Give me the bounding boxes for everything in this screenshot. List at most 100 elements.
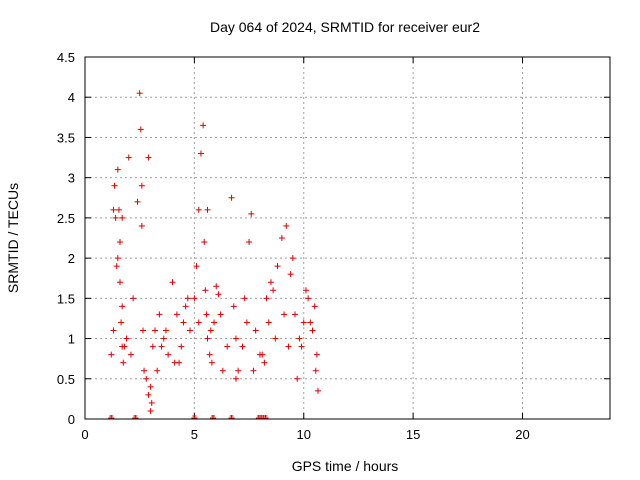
x-axis-label: GPS time / hours bbox=[292, 458, 399, 474]
data-point bbox=[232, 375, 239, 382]
y-axis-label: SRMTID / TECUs bbox=[5, 183, 21, 293]
data-point bbox=[224, 343, 231, 350]
data-point bbox=[217, 311, 224, 318]
data-point bbox=[215, 291, 222, 298]
data-point bbox=[156, 311, 163, 318]
data-point bbox=[294, 375, 301, 382]
data-point bbox=[191, 295, 198, 302]
data-point bbox=[300, 319, 307, 326]
y-tick-label: 0 bbox=[68, 412, 75, 427]
data-point bbox=[203, 311, 210, 318]
data-point bbox=[184, 295, 191, 302]
data-point bbox=[313, 351, 320, 358]
baseline-point bbox=[108, 415, 115, 419]
x-tick-label: 15 bbox=[406, 427, 420, 442]
x-tick-label: 5 bbox=[191, 427, 198, 442]
data-point bbox=[261, 359, 268, 366]
data-point bbox=[241, 295, 248, 302]
data-point bbox=[207, 327, 214, 334]
data-point bbox=[235, 367, 242, 374]
data-point bbox=[119, 303, 126, 310]
data-point bbox=[200, 122, 207, 129]
data-point bbox=[202, 287, 209, 294]
data-point bbox=[125, 154, 132, 161]
data-point bbox=[285, 343, 292, 350]
data-point bbox=[259, 351, 266, 358]
data-point bbox=[197, 150, 204, 157]
data-point bbox=[137, 126, 144, 133]
data-point bbox=[243, 319, 250, 326]
data-point bbox=[121, 343, 128, 350]
data-point bbox=[274, 263, 281, 270]
data-point bbox=[314, 387, 321, 394]
y-tick-label: 4.5 bbox=[57, 50, 75, 65]
data-point bbox=[152, 327, 158, 334]
data-point bbox=[154, 367, 161, 374]
data-point bbox=[149, 343, 156, 350]
data-point bbox=[281, 311, 288, 318]
data-point bbox=[265, 319, 272, 326]
data-point bbox=[206, 351, 213, 358]
data-point bbox=[114, 166, 121, 173]
data-point bbox=[115, 206, 122, 213]
data-point bbox=[292, 311, 298, 318]
data-point bbox=[239, 343, 246, 350]
data-point bbox=[162, 327, 169, 334]
chart-title: Day 064 of 2024, SRMTID for receiver eur… bbox=[210, 19, 480, 35]
data-point bbox=[130, 295, 137, 302]
data-point bbox=[178, 343, 185, 350]
data-point bbox=[278, 235, 285, 241]
baseline-point bbox=[228, 415, 235, 419]
data-point bbox=[158, 343, 165, 350]
data-point bbox=[267, 279, 274, 286]
data-point bbox=[283, 222, 290, 229]
data-point bbox=[113, 263, 120, 270]
data-point bbox=[138, 222, 145, 229]
data-point bbox=[165, 351, 172, 358]
data-point bbox=[123, 335, 130, 342]
data-point bbox=[302, 287, 309, 294]
data-point bbox=[136, 90, 143, 97]
y-tick-label: 1 bbox=[68, 332, 75, 347]
data-point bbox=[272, 335, 279, 342]
data-point bbox=[305, 295, 312, 302]
data-point bbox=[180, 319, 187, 326]
data-point bbox=[204, 206, 211, 213]
data-point bbox=[228, 194, 235, 201]
data-point bbox=[117, 239, 123, 246]
y-tick-label: 4 bbox=[68, 90, 75, 105]
data-point bbox=[307, 319, 314, 326]
data-point bbox=[287, 271, 294, 278]
data-point bbox=[145, 154, 152, 161]
data-point bbox=[248, 210, 255, 217]
data-point bbox=[232, 335, 239, 342]
axis-ticks: 0 5 10 15 20 0 0.5 1 1.5 2 2.5 3 3.5 4 4.5 bbox=[57, 50, 610, 442]
data-points bbox=[108, 90, 321, 419]
data-point bbox=[312, 367, 319, 374]
data-point bbox=[169, 279, 176, 286]
data-point bbox=[143, 375, 150, 382]
data-point bbox=[195, 319, 202, 326]
baseline-point bbox=[132, 415, 139, 419]
data-point bbox=[298, 343, 305, 350]
data-point bbox=[309, 327, 316, 334]
data-point bbox=[204, 335, 211, 342]
data-point bbox=[296, 335, 303, 342]
data-point bbox=[119, 214, 126, 221]
baseline-point bbox=[262, 415, 269, 419]
plot-frame bbox=[84, 56, 611, 420]
data-point bbox=[112, 214, 119, 221]
x-tick-label: 20 bbox=[515, 427, 529, 442]
y-tick-label: 2 bbox=[68, 251, 75, 266]
data-point bbox=[246, 239, 253, 246]
data-point bbox=[208, 359, 215, 366]
data-point bbox=[111, 182, 118, 189]
data-point bbox=[108, 351, 115, 358]
data-point bbox=[173, 311, 180, 318]
y-tick-label: 3 bbox=[68, 171, 75, 186]
grid-lines bbox=[85, 57, 610, 419]
data-point bbox=[195, 206, 202, 213]
data-point bbox=[147, 383, 154, 390]
baseline-point bbox=[191, 415, 198, 419]
